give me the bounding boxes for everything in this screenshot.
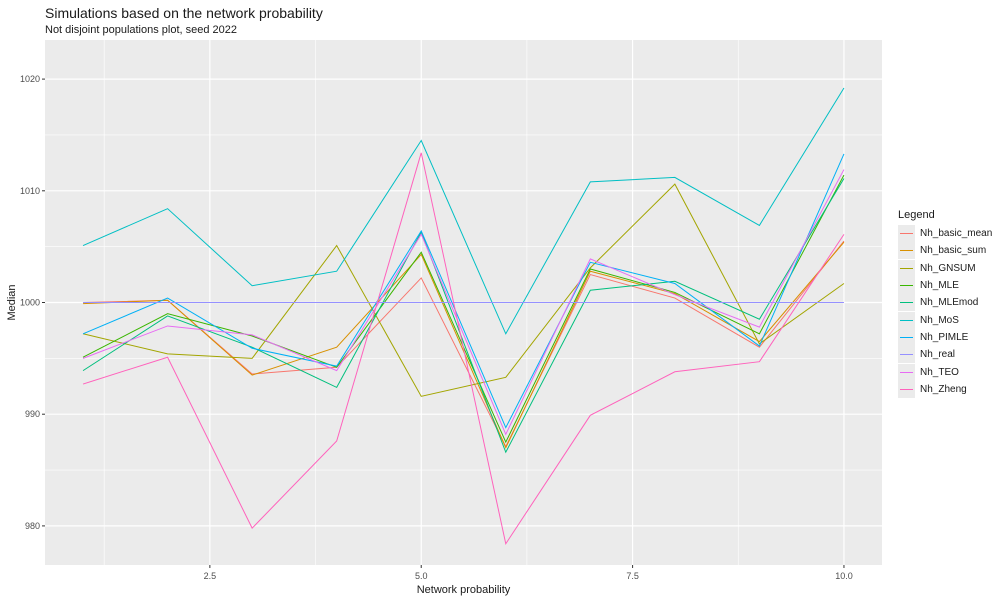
legend-swatch [900,336,913,338]
series-line-nh-zheng [82,152,845,546]
legend-key [898,259,915,277]
legend-swatch [900,250,913,252]
legend-item: Nh_basic_sum [898,242,992,260]
y-tick-label: 980 [25,521,40,531]
legend-key [898,225,915,243]
legend-item: Nh_MLEmod [898,294,992,312]
legend-key [898,328,915,346]
chart-subtitle: Not disjoint populations plot, seed 2022 [45,24,238,36]
legend-item: Nh_PIMLE [898,328,992,346]
legend-label: Nh_GNSUM [920,262,976,274]
legend-swatch [900,319,913,321]
legend-title: Legend [898,209,935,221]
series-line-nh-mos [82,87,845,335]
legend-items: Nh_basic_mean Nh_basic_sum Nh_GNSUM Nh_MLE N… [898,225,992,398]
legend-swatch [900,354,913,356]
legend-item: Nh_Zheng [898,380,992,398]
x-tick-label: 2.5 [204,571,217,581]
legend-item: Nh_MoS [898,311,992,329]
y-tick-label: 1000 [20,298,40,308]
legend-label: Nh_MLEmod [920,297,979,309]
y-axis-title: Median [6,284,18,320]
legend-label: Nh_TEO [920,366,959,378]
legend-key [898,346,915,364]
legend-label: Nh_real [920,349,956,361]
legend-item: Nh_real [898,346,992,364]
legend: Legend Nh_basic_mean Nh_basic_sum Nh_GNSUM… [898,209,992,398]
x-tick-label: 10.0 [835,571,853,581]
legend-item: Nh_GNSUM [898,259,992,277]
legend-swatch [900,371,913,373]
legend-label: Nh_basic_sum [920,245,987,257]
legend-key [898,311,915,329]
legend-key [898,277,915,295]
legend-label: Nh_MoS [920,314,959,326]
legend-label: Nh_Zheng [920,383,967,395]
legend-key [898,242,915,260]
series-line-nh-mlemod [82,178,845,454]
legend-key [898,380,915,398]
legend-swatch [900,233,913,235]
legend-item: Nh_TEO [898,363,992,381]
series-line-nh-gnsum [82,183,845,397]
series-line-nh-pimle [82,153,845,429]
chart-title: Simulations based on the network probabi… [45,5,323,21]
y-tick-label: 1010 [20,186,40,196]
legend-label: Nh_MLE [920,280,959,292]
legend-swatch [900,267,913,269]
series-line-nh-teo [82,169,845,436]
legend-key [898,294,915,312]
legend-swatch [900,285,913,287]
legend-key [898,363,915,381]
y-tick-label: 990 [25,409,40,419]
legend-swatch [900,302,913,304]
legend-label: Nh_PIMLE [920,331,969,343]
legend-item: Nh_MLE [898,277,992,295]
legend-item: Nh_basic_mean [898,225,993,243]
legend-swatch [900,388,913,390]
y-tick-label: 1020 [20,74,40,84]
x-tick-label: 5.0 [415,571,428,581]
series-line-nh-basic-sum [83,241,845,449]
legend-label: Nh_basic_mean [920,228,993,240]
x-tick-label: 7.5 [626,571,639,581]
x-axis-title: Network probability [417,584,511,596]
